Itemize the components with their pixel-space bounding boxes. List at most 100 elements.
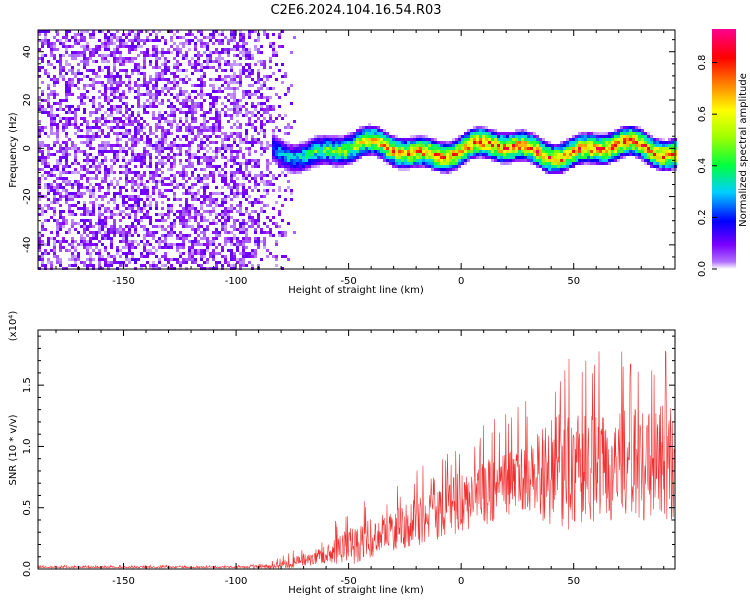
spectrogram-cell [86,132,89,135]
spectrogram-cell [566,168,569,171]
spectrogram-cell [104,42,107,45]
spectrogram-cell [71,117,74,120]
spectrogram-cell [245,228,248,231]
spectrogram-cell [212,102,215,105]
spectrogram-cell [59,186,62,189]
spectrogram-cell [104,159,107,162]
spectrogram-cell [296,156,299,159]
spectrogram-cell [131,141,134,144]
spectrogram-cell [56,60,59,63]
spectrogram-cell [272,189,275,192]
spectrogram-cell [650,153,653,156]
spectrogram-cell [254,63,257,66]
spectrogram-cell [143,204,146,207]
spectrogram-cell [515,138,518,141]
spectrogram-cell [422,150,425,153]
spectrogram-cell [38,156,41,159]
spectrogram-cell [119,99,122,102]
spectrogram-cell [209,192,212,195]
spectrogram-cell [164,93,167,96]
spectrogram-cell [260,102,263,105]
spectrogram-cell [170,87,173,90]
spectrogram-cell [263,75,266,78]
spectrogram-cell [242,243,245,246]
spectrogram-cell [320,156,323,159]
spectrogram-cell [137,42,140,45]
spectrogram-cell [47,72,50,75]
spectrogram-cell [92,111,95,114]
spectrogram-cell [647,153,650,156]
spectrogram-cell [263,180,266,183]
spectrogram-cell [53,198,56,201]
spectrogram-cell [74,111,77,114]
spectrogram-cell [98,153,101,156]
spectrogram-cell [59,162,62,165]
spectrogram-cell [461,156,464,159]
spectrogram-cell [245,162,248,165]
spectrogram-cell [272,87,275,90]
spectrogram-cell [338,147,341,150]
spectrogram-cell [587,144,590,147]
spectrogram-cell [614,129,617,132]
spectrogram-cell [245,48,248,51]
spectrogram-cell [119,105,122,108]
spectrogram-cell [254,210,257,213]
spectrogram-cell [581,138,584,141]
spectrogram-cell [44,72,47,75]
spectrogram-cell [218,165,221,168]
spectrogram-cell [116,60,119,63]
spectrogram-cell [80,219,83,222]
spectrogram-cell [194,54,197,57]
spectrogram-cell [485,150,488,153]
spectrogram-cell [194,117,197,120]
spectrogram-cell [575,135,578,138]
spectrogram-cell [260,171,263,174]
spectrogram-cell [71,246,74,249]
spectrogram-cell [98,225,101,228]
spectrogram-cell [77,180,80,183]
spectrogram-cell [74,123,77,126]
spectrogram-cell [482,126,485,129]
spectrogram-cell [215,234,218,237]
spectrogram-cell [41,66,44,69]
spectrogram-cell [155,57,158,60]
spectrogram-cell [47,171,50,174]
spectrogram-cell [647,162,650,165]
spectrogram-cell [326,159,329,162]
spectrogram-cell [329,144,332,147]
spectrogram-cell [218,123,221,126]
spectrogram-cell [275,138,278,141]
spectrogram-cell [224,201,227,204]
spectrogram-cell [53,117,56,120]
spectrogram-cell [140,105,143,108]
spectrogram-cell [218,243,221,246]
spectrogram-cell [92,84,95,87]
spectrogram-cell [149,171,152,174]
spectrogram-cell [98,252,101,255]
spectrogram-cell [134,258,137,261]
spectrogram-cell [134,165,137,168]
spectrogram-cell [38,75,41,78]
spectrogram-cell [287,141,290,144]
spectrogram-cell [587,135,590,138]
spectrogram-cell [458,159,461,162]
spectrogram-cell [233,264,236,267]
spectrogram-cell [521,132,524,135]
spectrogram-cell [74,120,77,123]
spectrogram-cell [263,150,266,153]
spectrogram-cell [80,141,83,144]
spectrogram-cell [158,153,161,156]
spectrogram-cell [563,162,566,165]
spectrogram-cell [656,141,659,144]
spectrogram-cell [164,252,167,255]
spectrogram-cell [92,81,95,84]
spectrogram-cell [464,156,467,159]
spectrogram-cell [122,237,125,240]
spectrogram-cell [107,87,110,90]
spectrogram-cell [461,141,464,144]
spectrogram-cell [257,39,260,42]
spectrogram-cell [164,213,167,216]
spectrogram-cell [185,75,188,78]
spectrogram-cell [287,180,290,183]
spectrogram-cell [209,84,212,87]
